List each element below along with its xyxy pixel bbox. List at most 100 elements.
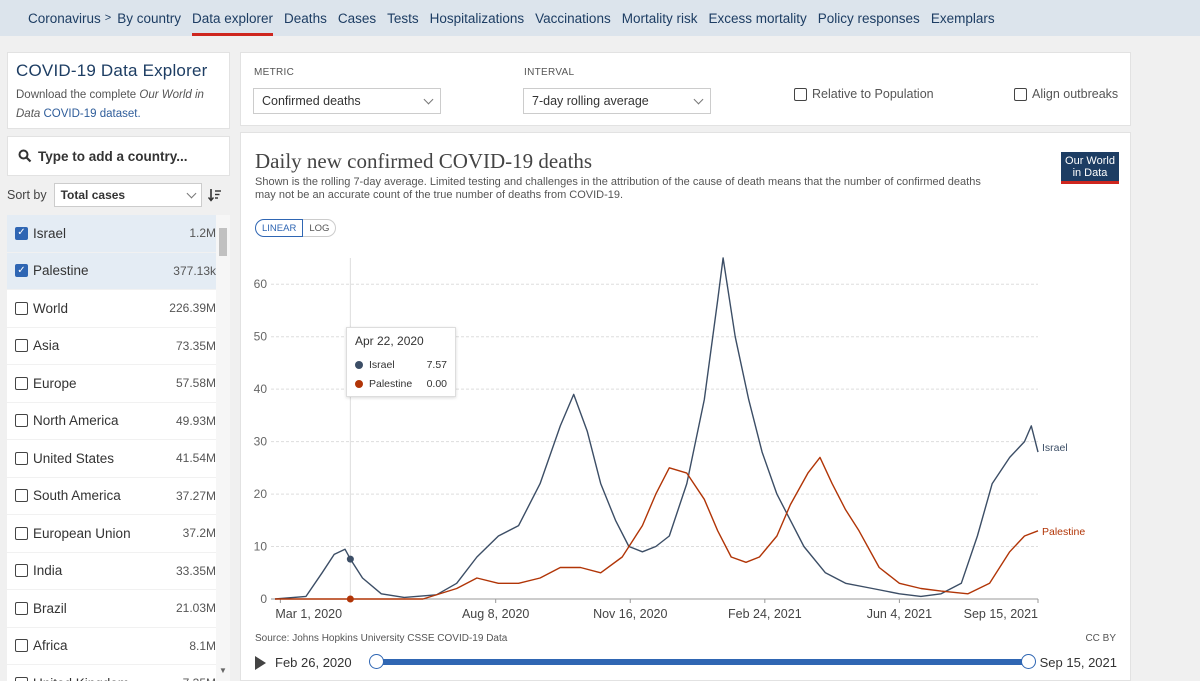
nav-tab-exemplars[interactable]: Exemplars xyxy=(930,10,995,26)
country-total-cases: 1.2M xyxy=(189,226,216,241)
country-checkbox[interactable] xyxy=(15,639,28,653)
country-left: European Union xyxy=(15,526,131,541)
nav-tab-data-explorer[interactable]: Data explorer xyxy=(192,0,274,36)
country-list-scrollbar[interactable]: ▼ xyxy=(216,215,230,681)
explorer-description: Download the complete Our World in Data … xyxy=(16,86,221,124)
nav-tabs: By country Data explorer Deaths Cases Tests H… xyxy=(117,0,1005,36)
sort-label: Sort by xyxy=(7,188,47,202)
metric-value: Confirmed deaths xyxy=(262,94,361,108)
logo-line-1: Our World xyxy=(1065,155,1115,167)
chevron-down-icon xyxy=(423,94,434,104)
relative-to-population-toggle[interactable]: Relative to Population xyxy=(794,87,934,101)
relative-checkbox[interactable] xyxy=(794,87,807,101)
tooltip-series: Israel xyxy=(355,359,395,371)
x-tick-label: Sep 15, 2021 xyxy=(964,607,1038,621)
country-row[interactable]: North America 49.93M xyxy=(7,403,230,440)
x-tick-label: Aug 8, 2020 xyxy=(462,607,529,621)
play-icon[interactable] xyxy=(255,656,266,670)
country-left: North America xyxy=(15,413,119,428)
nav-tab-vaccinations[interactable]: Vaccinations xyxy=(535,10,611,26)
country-name: Palestine xyxy=(33,263,89,279)
breadcrumb-coronavirus-link[interactable]: Coronavirus xyxy=(28,10,101,26)
desc-data-italic: Data xyxy=(16,108,41,120)
top-navigation: Coronavirus > By country Data explorer Dea… xyxy=(0,0,1200,36)
y-tick-label: 30 xyxy=(254,435,268,449)
nav-tab-hospitalizations[interactable]: Hospitalizations xyxy=(429,10,525,26)
nav-tab-policy-responses[interactable]: Policy responses xyxy=(817,10,920,26)
country-row[interactable]: ✓ Israel 1.2M xyxy=(7,215,230,253)
sort-direction-icon[interactable] xyxy=(207,188,222,202)
timeline-start-handle[interactable] xyxy=(369,654,384,669)
nav-tab-tests[interactable]: Tests xyxy=(387,10,419,26)
country-name: World xyxy=(33,300,69,316)
tooltip-series-name: Israel xyxy=(369,358,395,371)
country-left: India xyxy=(15,563,62,578)
interval-select[interactable]: 7-day rolling average xyxy=(523,88,711,114)
nav-tab-cases[interactable]: Cases xyxy=(337,10,377,26)
scrollbar-thumb[interactable] xyxy=(219,228,227,256)
chevron-down-icon xyxy=(186,188,197,198)
country-search-input[interactable]: Type to add a country... xyxy=(7,136,230,176)
country-row[interactable]: United States 41.54M xyxy=(7,440,230,478)
country-checkbox[interactable] xyxy=(15,489,28,503)
linear-scale-button[interactable]: LINEAR xyxy=(255,219,304,237)
country-checkbox[interactable]: ✓ xyxy=(15,264,28,278)
country-row[interactable]: Europe 57.58M xyxy=(7,365,230,403)
country-checkbox[interactable] xyxy=(15,376,28,390)
country-row[interactable]: South America 37.27M xyxy=(7,478,230,515)
x-tick-label: Mar 1, 2020 xyxy=(275,607,342,621)
country-row[interactable]: ✓ Palestine 377.13k xyxy=(7,252,230,290)
country-checkbox[interactable]: ✓ xyxy=(15,226,28,240)
owid-logo[interactable]: Our World in Data xyxy=(1061,152,1119,184)
chart-license[interactable]: CC BY xyxy=(1085,633,1116,644)
country-left: ✓ Palestine xyxy=(15,263,89,278)
align-checkbox[interactable] xyxy=(1014,87,1027,101)
nav-tab-excess-mortality[interactable]: Excess mortality xyxy=(708,10,807,26)
nav-tab-mortality-risk[interactable]: Mortality risk xyxy=(621,10,698,26)
sort-select[interactable]: Total cases xyxy=(53,183,202,207)
country-checkbox[interactable] xyxy=(15,451,28,465)
chart-controls: METRIC Confirmed deaths INTERVAL 7-day r… xyxy=(240,52,1131,126)
country-total-cases: 21.03M xyxy=(175,601,216,616)
explorer-title-box: COVID-19 Data Explorer Download the comp… xyxy=(7,52,230,129)
country-row[interactable]: World 226.39M xyxy=(7,290,230,328)
country-row[interactable]: United Kingdom 7.35M xyxy=(7,665,230,681)
tooltip-series-name: Palestine xyxy=(369,377,413,390)
country-left: Brazil xyxy=(15,601,67,616)
country-row[interactable]: Asia 73.35M xyxy=(7,328,230,365)
country-name: European Union xyxy=(33,525,131,541)
country-checkbox[interactable] xyxy=(15,301,28,315)
align-label: Align outbreaks xyxy=(1032,87,1119,101)
timeline-end-handle[interactable] xyxy=(1021,654,1036,669)
download-dataset-link[interactable]: COVID-19 dataset. xyxy=(43,108,141,120)
y-tick-label: 20 xyxy=(254,487,268,501)
metric-select[interactable]: Confirmed deaths xyxy=(253,88,441,114)
chart-source: Source: Johns Hopkins University CSSE CO… xyxy=(255,633,508,644)
country-checkbox[interactable] xyxy=(15,601,28,615)
log-scale-button[interactable]: LOG xyxy=(303,219,337,237)
y-tick-label: 10 xyxy=(254,540,268,554)
y-tick-label: 60 xyxy=(254,277,268,291)
y-tick-label: 0 xyxy=(260,592,267,606)
sort-row: Sort by Total cases xyxy=(7,183,235,207)
country-row[interactable]: Africa 8.1M xyxy=(7,628,230,665)
x-tick-label: Nov 16, 2020 xyxy=(593,607,667,621)
country-row[interactable]: Brazil 21.03M xyxy=(7,590,230,628)
country-name: Brazil xyxy=(33,600,67,616)
country-total-cases: 41.54M xyxy=(175,451,216,466)
desc-owid-italic: Our World in xyxy=(139,89,204,101)
country-checkbox[interactable] xyxy=(15,414,28,428)
country-total-cases: 377.13k xyxy=(173,263,216,278)
country-checkbox[interactable] xyxy=(15,676,28,681)
country-left: Africa xyxy=(15,638,68,653)
timeline-track[interactable] xyxy=(375,659,1027,665)
country-checkbox[interactable] xyxy=(15,526,28,540)
nav-tab-deaths[interactable]: Deaths xyxy=(284,10,327,26)
align-outbreaks-toggle[interactable]: Align outbreaks xyxy=(1014,87,1118,101)
nav-tab-by-country[interactable]: By country xyxy=(117,10,181,26)
country-checkbox[interactable] xyxy=(15,339,28,353)
country-row[interactable]: India 33.35M xyxy=(7,553,230,590)
country-checkbox[interactable] xyxy=(15,564,28,578)
country-row[interactable]: European Union 37.2M xyxy=(7,515,230,553)
scroll-down-arrow-icon[interactable]: ▼ xyxy=(219,666,227,675)
